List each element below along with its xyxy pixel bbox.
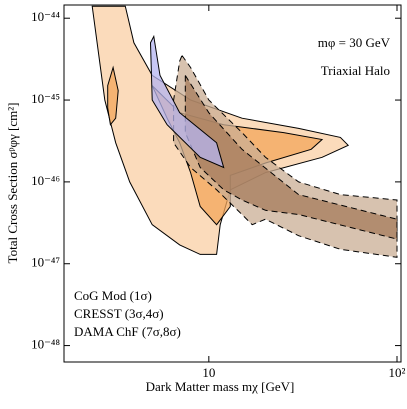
legend-entry: CoG Mod (1σ) [74, 288, 152, 303]
contour-region [149, 34, 225, 169]
x-tick-label: 10² [389, 365, 406, 380]
contour-region [107, 65, 119, 126]
annotation: mφ = 30 GeV [318, 35, 391, 50]
contour-region [184, 73, 398, 240]
legend-entry: CRESST (3σ,4σ) [74, 306, 164, 321]
y-axis-label: Total Cross Section σᵖφγ [cm²] [5, 103, 20, 264]
x-axis-label: Dark Matter mass mχ [GeV] [146, 379, 295, 394]
plot-frame [63, 4, 402, 363]
plot-area [91, 5, 398, 258]
y-tick-label: 10⁻⁴⁵ [31, 91, 60, 106]
y-tick-label: 10⁻⁴⁷ [31, 255, 60, 270]
legend-entry: DAMA ChF (7σ,8σ) [74, 324, 181, 339]
y-tick-label: 10⁻⁴⁸ [31, 337, 60, 352]
x-tick-label: 10 [202, 365, 215, 380]
annotation: Triaxial Halo [321, 63, 390, 78]
y-tick-label: 10⁻⁴⁴ [31, 9, 60, 24]
y-tick-label: 10⁻⁴⁶ [31, 173, 60, 188]
